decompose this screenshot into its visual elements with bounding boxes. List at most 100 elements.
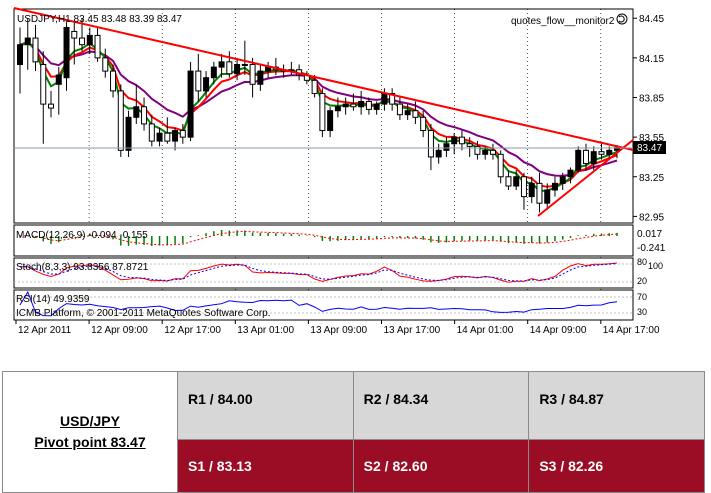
x-tick-label: 12 Apr 2011 <box>18 325 72 336</box>
candle-body <box>94 34 101 59</box>
candle-body <box>466 143 473 147</box>
candle-body <box>458 136 465 145</box>
candle-body <box>342 103 349 108</box>
candle-body <box>505 176 512 187</box>
candle-body <box>567 169 574 178</box>
stoch-tick-80: 80 <box>637 257 647 267</box>
candle-body <box>412 110 419 118</box>
candle-body <box>365 100 372 110</box>
rsi-line <box>19 290 618 317</box>
svg-text:83.47: 83.47 <box>637 143 662 154</box>
candle-body <box>513 176 520 187</box>
y-tick-label: 84.15 <box>639 54 664 65</box>
stoch-tick-20: 20 <box>637 276 647 286</box>
x-tick-label: 14 Apr 01:00 <box>457 325 514 336</box>
macd-tick-bottom: -0.241 <box>637 243 666 254</box>
rsi-panel <box>13 289 634 321</box>
candle-body <box>396 103 403 116</box>
s3-cell: S3 / 82.26 <box>528 439 705 493</box>
chart-title: USDJPY,H1 83.45 83.48 83.39 83.47 <box>17 14 182 25</box>
copyright-footer: ICMB Platform, © 2001-2011 MetaQuotes So… <box>16 308 271 319</box>
candle-body <box>435 149 442 158</box>
candle-body <box>590 151 597 165</box>
candle-body <box>86 34 93 46</box>
candle-body <box>164 132 171 142</box>
macd-tick-top: 0.017 <box>637 229 662 240</box>
candle-body <box>24 37 31 46</box>
candle-body <box>311 79 318 95</box>
candle-body <box>249 63 256 85</box>
candle-body <box>536 182 543 204</box>
candle-body <box>334 106 341 112</box>
x-tick-label: 13 Apr 09:00 <box>310 325 367 336</box>
rsi-tick-30: 30 <box>637 307 647 317</box>
candle-body <box>520 176 527 198</box>
candle-body <box>474 145 481 155</box>
candle-body <box>195 70 202 92</box>
stoch-label: Stoch(8,3,3) 93.8356 87.8721 <box>16 262 149 273</box>
support-trendline <box>537 139 634 217</box>
candle-body <box>241 63 248 66</box>
candle-body <box>218 61 225 68</box>
candle-body <box>358 100 365 108</box>
candle-body <box>528 182 535 198</box>
candle-body <box>32 37 39 63</box>
candle-body <box>226 61 233 75</box>
candle-body <box>482 149 489 155</box>
candle-body <box>350 103 357 108</box>
r2-cell: R2 / 84.34 <box>352 371 530 440</box>
y-tick-label: 83.25 <box>639 173 664 184</box>
r1-cell: R1 / 84.00 <box>177 371 354 440</box>
candle-body <box>102 57 109 72</box>
candle-body <box>389 93 396 105</box>
candle-body <box>40 63 47 105</box>
candle-body <box>110 70 117 92</box>
x-tick-label: 12 Apr 17:00 <box>164 325 221 336</box>
x-tick-label: 12 Apr 09:00 <box>91 325 148 336</box>
x-tick-label: 13 Apr 01:00 <box>237 325 294 336</box>
candle-body <box>125 116 132 151</box>
y-tick-label: 83.85 <box>639 94 664 105</box>
y-tick-label: 84.45 <box>639 14 664 25</box>
candle-body <box>327 110 334 132</box>
candle-body <box>373 103 380 110</box>
watermark-label: quotes_flow__monitor2 <box>511 16 615 27</box>
candle-body <box>133 106 140 118</box>
candle-body <box>427 130 434 158</box>
stoch-d-line <box>20 263 618 282</box>
candle-body <box>489 149 496 155</box>
candle-body <box>420 116 427 132</box>
pivot-point: Pivot point 83.47 <box>34 434 146 450</box>
candle-body <box>582 149 589 165</box>
candle-body <box>48 103 55 109</box>
resistance-trendline <box>13 7 634 151</box>
pivot-table: USD/JPY Pivot point 83.47 R1 / 84.00 R2 … <box>2 371 705 493</box>
rsi-label: RSI(14) 49.9359 <box>16 294 90 305</box>
x-tick-label: 13 Apr 17:00 <box>384 325 441 336</box>
pair-cell: USD/JPY Pivot point 83.47 <box>2 371 178 493</box>
macd-panel <box>13 224 634 257</box>
watermark-icon <box>616 13 628 25</box>
r3-cell: R3 / 84.87 <box>528 371 705 440</box>
candle-body <box>319 93 326 132</box>
macd-label: MACD(12,26,9) -0.094 -0.155 <box>16 230 148 241</box>
candle-body <box>187 70 194 138</box>
candle-body <box>117 90 124 151</box>
candle-body <box>210 66 217 79</box>
s1-cell: S1 / 83.13 <box>177 439 354 493</box>
candle-body <box>559 176 566 184</box>
candle-body <box>63 26 70 79</box>
candle-body <box>172 130 179 142</box>
candle-body <box>451 136 458 145</box>
pair-name: USD/JPY <box>60 413 120 429</box>
macd-signal-line <box>19 230 618 246</box>
s2-cell: S2 / 82.60 <box>352 439 530 493</box>
stoch-tick-100: 100 <box>648 261 663 271</box>
candle-body <box>148 123 155 142</box>
candle-body <box>544 189 551 204</box>
candle-body <box>156 132 163 142</box>
last-price-badge: 83.47 <box>633 141 666 154</box>
candle-body <box>381 93 388 105</box>
candle-body <box>497 153 504 178</box>
y-tick-label: 82.95 <box>639 212 664 223</box>
